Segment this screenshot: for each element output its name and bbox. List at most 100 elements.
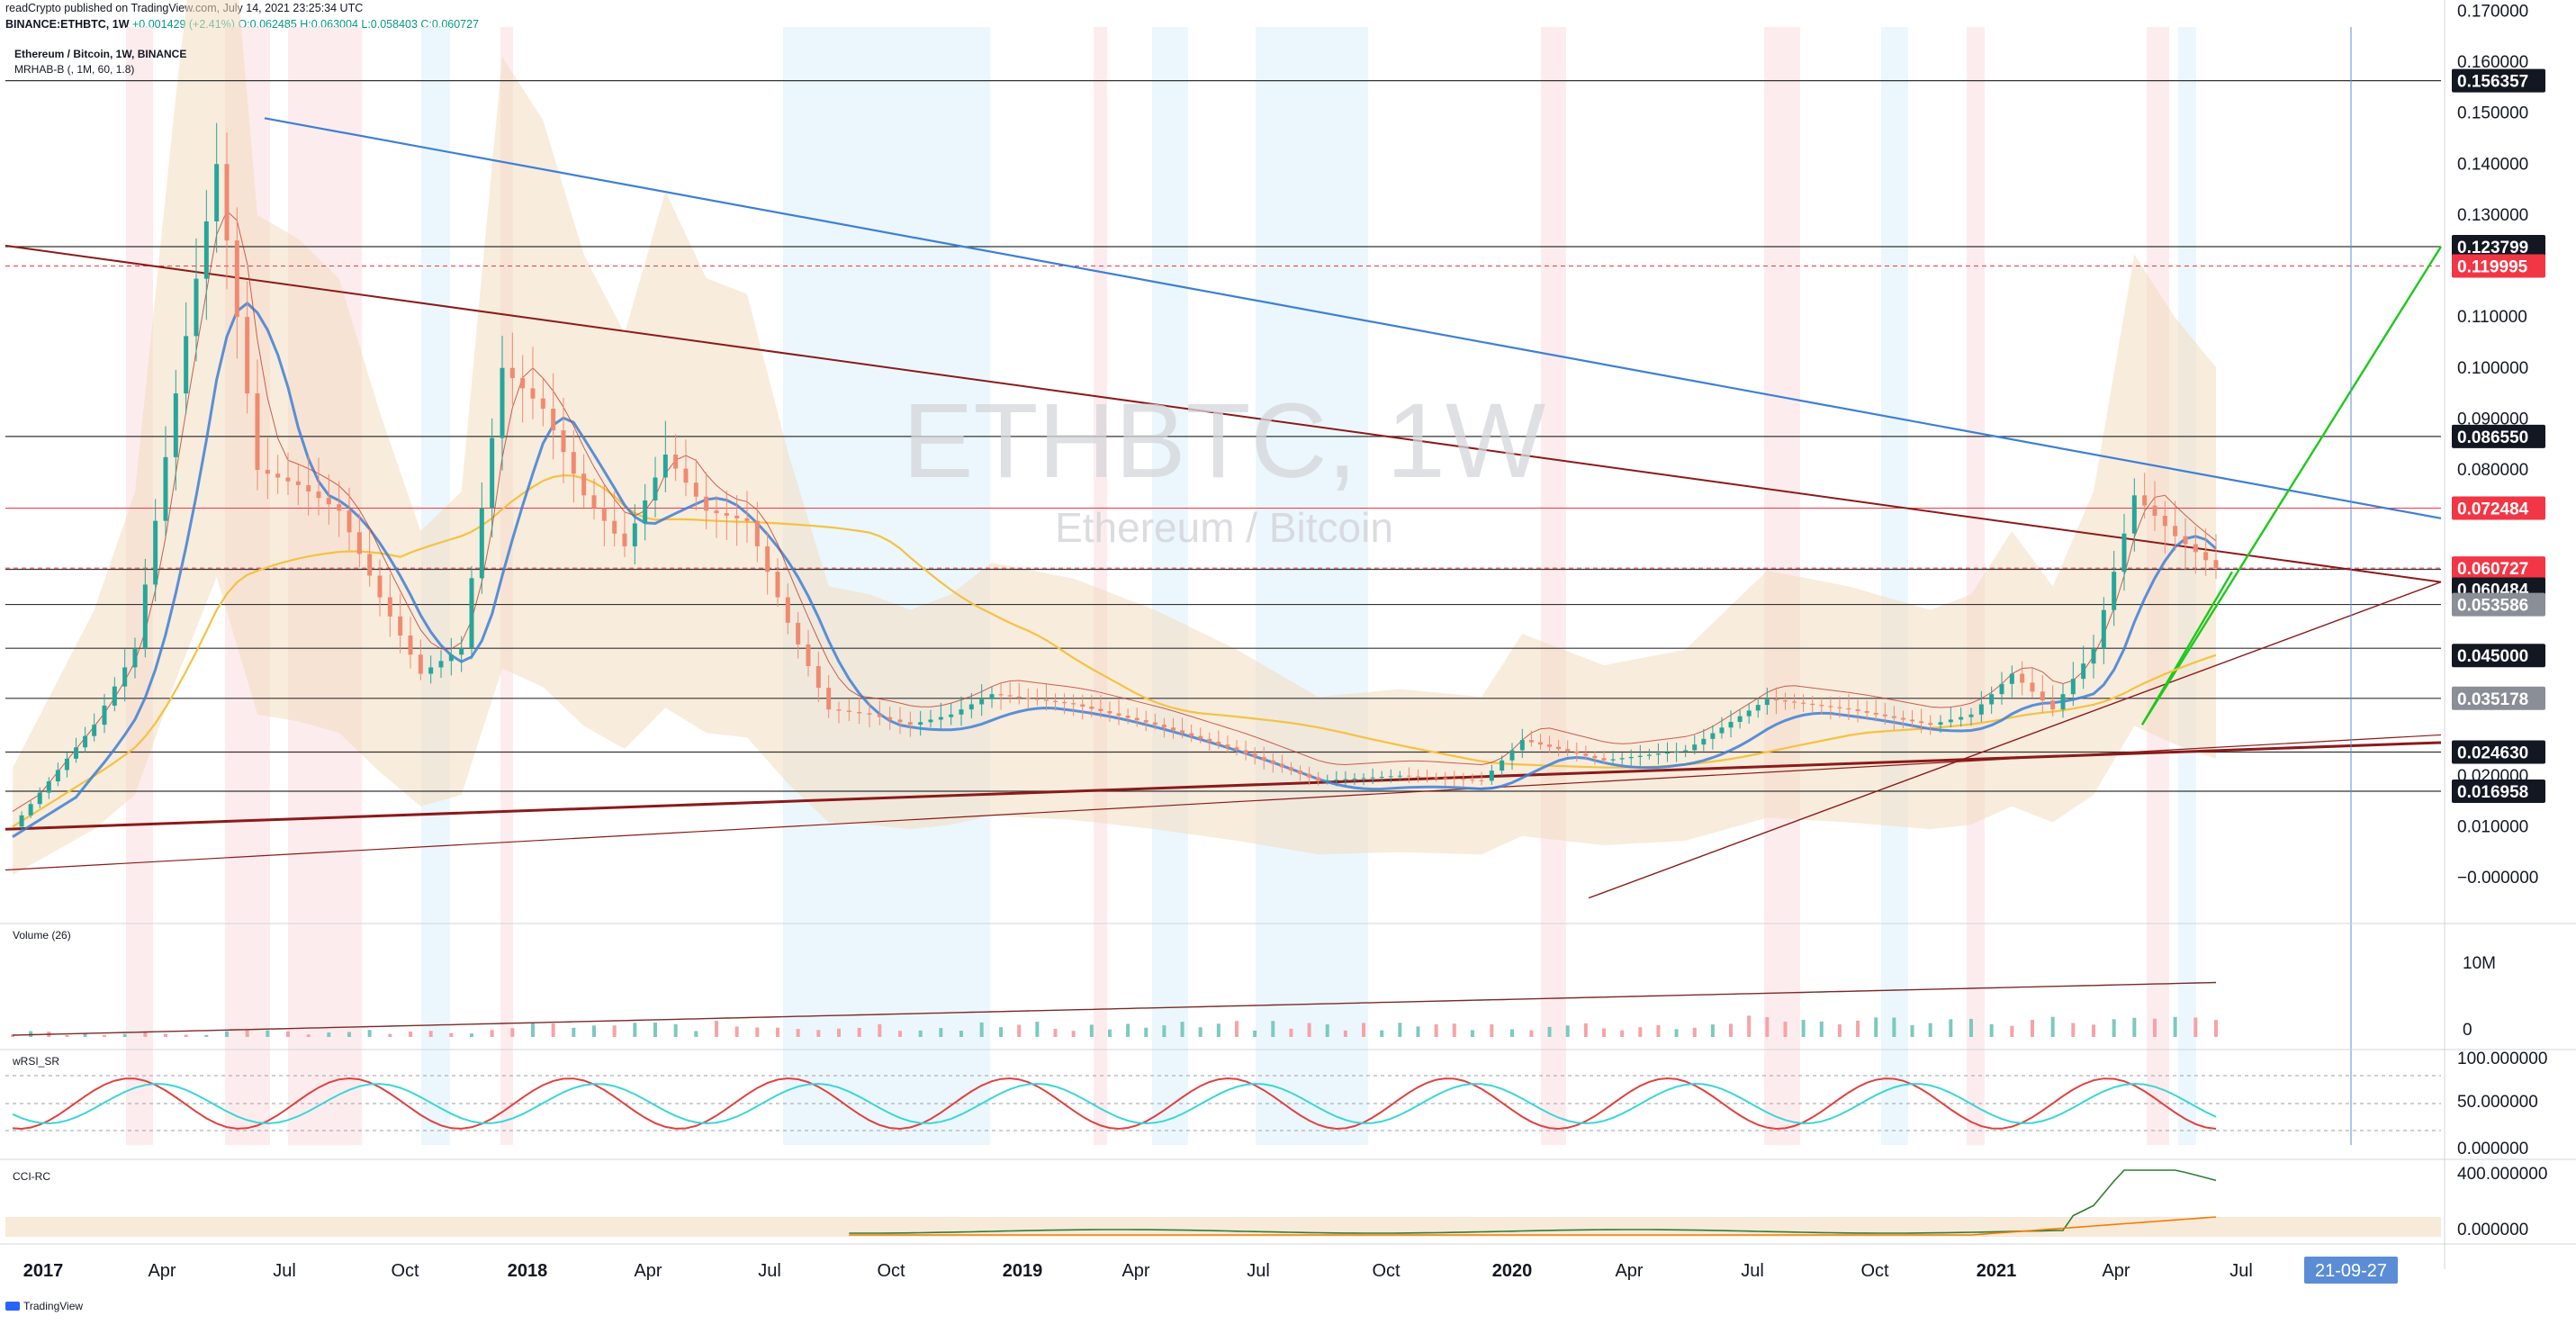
candle-body: [938, 717, 943, 720]
candle-body: [306, 484, 311, 492]
volume-bar: [225, 1031, 229, 1037]
cci-pane-title: CCI-RC: [13, 1170, 50, 1183]
highlight-band: [1094, 27, 1107, 1145]
price-tick-label: 0.150000: [2457, 104, 2528, 123]
candle-body: [1388, 776, 1393, 778]
rising-trendline: [1588, 581, 2442, 899]
volume-bar: [2214, 1020, 2218, 1037]
candle-body: [796, 622, 801, 644]
candle-body: [1928, 723, 1933, 726]
volume-bar: [428, 1031, 433, 1037]
volume-bar: [2031, 1020, 2034, 1037]
candle-body: [255, 393, 260, 470]
candle-body: [1782, 700, 1788, 702]
candle-body: [1692, 744, 1698, 751]
volume-bar: [2173, 1016, 2177, 1037]
price-label-text: 0.016958: [2457, 783, 2528, 802]
volume-bar: [1602, 1028, 1606, 1037]
pane-separators: [0, 0, 2576, 1269]
volume-bar: [2132, 1017, 2137, 1037]
candle-body: [2162, 515, 2167, 527]
candle-body: [1999, 683, 2004, 695]
candle-body: [1479, 780, 1484, 781]
candle-body: [1547, 744, 1553, 747]
volume-bar: [999, 1027, 1004, 1037]
tradingview-logo[interactable]: TradingView: [5, 1300, 83, 1312]
rsi-axis-label: 0.000000: [2457, 1140, 2528, 1158]
candle-body: [561, 430, 566, 453]
candle-body: [571, 452, 576, 474]
price-tick-label: 0.110000: [2457, 308, 2527, 327]
price-label-text: 0.123799: [2457, 239, 2528, 257]
candle-body: [74, 747, 79, 759]
candle-body: [1610, 759, 1616, 761]
cloud-fill: [13, 0, 2216, 876]
candle-body: [1810, 703, 1815, 706]
volume-bar: [1989, 1023, 1994, 1037]
volume-bar: [1235, 1021, 1238, 1037]
candle-body: [1968, 714, 1974, 717]
cloud-band: [13, 0, 2216, 876]
volume-bar: [2112, 1019, 2116, 1037]
candle-body: [1288, 767, 1293, 771]
candle-body: [1537, 742, 1543, 745]
highlight-band: [1256, 27, 1368, 1145]
candle-body: [1198, 735, 1203, 739]
volume-bar: [592, 1025, 596, 1037]
candle-body: [1855, 709, 1860, 712]
volume-bar: [796, 1029, 800, 1037]
volume-bar: [816, 1030, 821, 1037]
candlestick-series: [19, 122, 2219, 830]
candle-body: [173, 393, 178, 457]
candle-body: [500, 367, 505, 438]
candle-body: [1152, 722, 1157, 726]
candle-body: [1425, 777, 1430, 779]
candle-body: [1415, 776, 1420, 778]
candle-body: [64, 758, 69, 771]
candle-body: [367, 554, 373, 576]
candle-body: [1452, 778, 1457, 780]
price-label-text: 0.060727: [2457, 560, 2528, 579]
candle-body: [907, 722, 913, 726]
volume-bar: [1674, 1029, 1679, 1037]
candle-body: [826, 688, 832, 710]
volume-bar: [1053, 1029, 1058, 1037]
tradingview-logo-icon: [5, 1302, 20, 1311]
time-axis-label: Jul: [273, 1261, 296, 1281]
cci-signal-line: [849, 1216, 2217, 1236]
green-target-line: [2140, 246, 2443, 726]
volume-bar: [1583, 1023, 1588, 1037]
price-tick-label: −0.000000: [2457, 869, 2538, 888]
time-axis-label: Jul: [1741, 1261, 1764, 1281]
candle-body: [408, 635, 413, 655]
candle-body: [153, 520, 158, 585]
candle-body: [998, 694, 1004, 696]
time-axis-label: 2020: [1492, 1261, 1533, 1281]
volume-bar: [1819, 1021, 1824, 1037]
candle-body: [347, 510, 352, 533]
volume-bar: [306, 1034, 311, 1037]
candle-body: [2193, 544, 2198, 553]
highlight-band: [1152, 27, 1188, 1145]
candle-body: [1243, 750, 1248, 754]
candle-body: [418, 654, 423, 674]
volume-bar: [1343, 1030, 1347, 1037]
volume-bar: [1510, 1029, 1514, 1037]
candle-body: [683, 468, 689, 483]
candle-body: [1938, 722, 1943, 726]
cursor-date-box: [2304, 1257, 2398, 1284]
candle-body: [1207, 738, 1212, 742]
rsi-line: [12, 1077, 2217, 1131]
candle-body: [806, 644, 811, 667]
candle-body: [285, 477, 291, 482]
candle-body: [1134, 717, 1139, 721]
candle-body: [1583, 753, 1589, 756]
candle-body: [2203, 552, 2209, 561]
candle-body: [968, 704, 974, 710]
candle-body: [1828, 706, 1833, 708]
candle-body: [438, 661, 444, 668]
candle-body: [1007, 695, 1013, 697]
candle-body: [479, 508, 484, 579]
volume-bar: [1071, 1031, 1076, 1037]
